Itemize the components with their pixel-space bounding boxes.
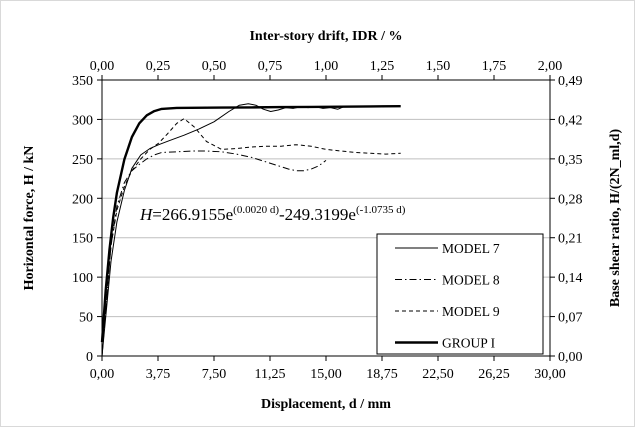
y-right-axis-title: Base shear ratio, H/(2N_ml,d) (608, 129, 623, 308)
y-right-tick-label: 0,28 (558, 192, 583, 207)
legend: MODEL 7 MODEL 8 MODEL 9 GROUP I (376, 233, 544, 355)
x-tick-label: 30,00 (534, 367, 566, 382)
y-tick-label: 50 (79, 311, 93, 326)
x-tick-label: 15,00 (310, 367, 342, 382)
y-tick-label: 150 (72, 232, 93, 247)
legend-label-group-i: GROUP I (442, 336, 496, 351)
y-right-tick-label: 0,35 (558, 153, 583, 168)
x-top-tick-label: 1,25 (370, 59, 395, 74)
fit-equation: H=266.9155e(0.0020 d)-249.3199e(-1.0735 … (139, 204, 406, 224)
x-top-tick-label: 2,00 (538, 59, 563, 74)
x-tick-label: 3,75 (146, 367, 171, 382)
x-top-tick-label: 0,25 (146, 59, 171, 74)
legend-box (376, 233, 544, 355)
x-top-tick-label: 0,75 (258, 59, 283, 74)
x-tick-label: 18,75 (366, 367, 398, 382)
y-right-tick-label: 0,14 (558, 271, 583, 286)
y-right-tick-label: 0,00 (558, 350, 583, 365)
series-lines (100, 103, 401, 357)
y-axis-title: Horizontal force, H / kN (22, 146, 37, 291)
x-top-tick-label: 1,50 (426, 59, 451, 74)
series-line-model-8 (101, 150, 327, 357)
y-tick-label: 350 (72, 74, 93, 89)
series-line-model-7 (101, 103, 346, 357)
legend-label-model-9: MODEL 9 (442, 304, 500, 319)
x-top-tick-label: 0,00 (90, 59, 115, 74)
x-tick-label: 26,25 (478, 367, 510, 382)
y-right-tick-label: 0,42 (558, 113, 583, 128)
y-right-tick-label: 0,21 (558, 232, 583, 247)
y-tick-label: 300 (72, 113, 93, 128)
y-tick-label: 100 (72, 271, 93, 286)
x-tick-label: 11,25 (255, 367, 286, 382)
x-top-tick-label: 0,50 (202, 59, 227, 74)
legend-label-model-8: MODEL 8 (442, 273, 500, 288)
x-top-tick-label: 1,00 (314, 59, 339, 74)
x-tick-label: 22,50 (422, 367, 454, 382)
series-line-group-i (100, 105, 401, 343)
series-line-model-9 (101, 118, 401, 357)
x-top-axis-title: Inter-story drift, IDR / % (249, 29, 402, 44)
legend-label-model-7: MODEL 7 (442, 241, 500, 256)
x-tick-label: 7,50 (202, 367, 227, 382)
y-right-tick-label: 0,07 (558, 311, 583, 326)
y-right-tick-label: 0,49 (558, 74, 583, 89)
ticks: 0501001502002503003500,000,070,140,210,2… (72, 59, 583, 382)
y-tick-label: 0 (86, 350, 93, 365)
x-tick-label: 0,00 (90, 367, 115, 382)
x-top-tick-label: 1,75 (482, 59, 507, 74)
y-tick-label: 250 (72, 153, 93, 168)
x-axis-title: Displacement, d / mm (261, 397, 391, 412)
y-tick-label: 200 (72, 192, 93, 207)
